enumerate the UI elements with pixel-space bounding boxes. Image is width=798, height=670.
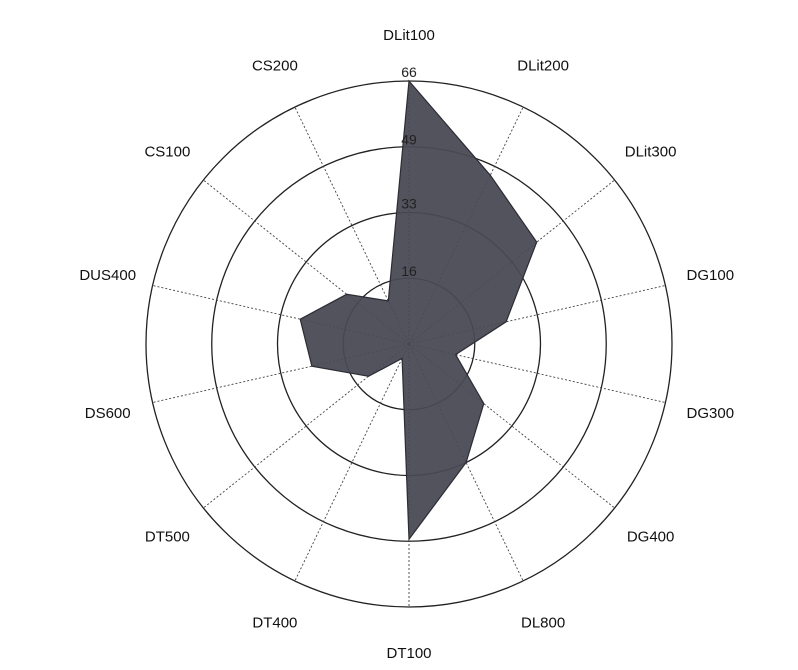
axis-label-dg100: DG100	[687, 267, 735, 284]
series-area	[299, 79, 538, 542]
axis-label-cs100: CS100	[144, 143, 190, 160]
axis-label-dl800: DL800	[521, 614, 565, 631]
axis-label-dt400: DT400	[252, 614, 297, 631]
tick-label-66: 66	[401, 64, 417, 80]
tick-labels: 66 49 33 16	[401, 64, 417, 279]
axis-label-dg300: DG300	[687, 405, 735, 422]
axis-label-dg400: DG400	[627, 529, 675, 546]
tick-label-33: 33	[401, 196, 417, 212]
axis-label-cs200: CS200	[252, 58, 298, 75]
tick-label-16: 16	[401, 263, 417, 279]
axis-label-dt500: DT500	[145, 529, 190, 546]
axis-label-dlit100: DLit100	[383, 27, 435, 44]
axis-label-dlit200: DLit200	[517, 58, 569, 75]
axis-label-dt100: DT100	[386, 645, 431, 662]
tick-label-49: 49	[401, 132, 417, 148]
axis-labels: DLit100 DLit200 DLit300 DG100 DG300 DG400 DL80…	[79, 27, 734, 662]
axis-label-ds600: DS600	[85, 405, 131, 422]
axis-label-dus400: DUS400	[79, 267, 136, 284]
axis-label-dlit300: DLit300	[625, 143, 677, 160]
